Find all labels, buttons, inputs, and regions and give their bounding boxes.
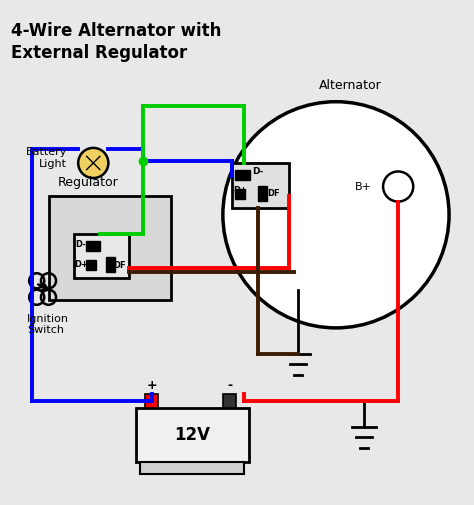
Bar [136, 408, 249, 462]
Circle shape [223, 102, 449, 328]
Bar [74, 234, 128, 278]
Bar [86, 241, 100, 251]
Bar [235, 189, 245, 199]
Bar [235, 170, 250, 180]
Text: D+: D+ [74, 260, 89, 269]
Text: DF: DF [268, 189, 280, 198]
Text: 12V: 12V [174, 426, 210, 444]
Bar [145, 394, 158, 408]
Bar [48, 196, 171, 299]
Text: Battery
Light: Battery Light [26, 147, 67, 169]
Text: +: + [147, 379, 157, 391]
Bar [258, 185, 267, 200]
Text: 4-Wire Alternator with
External Regulator: 4-Wire Alternator with External Regulato… [11, 22, 221, 62]
Bar [140, 462, 244, 474]
Bar [107, 257, 115, 272]
Circle shape [383, 172, 413, 201]
Text: B+: B+ [355, 181, 372, 191]
Bar [223, 394, 236, 408]
Text: D-: D- [252, 168, 264, 176]
Circle shape [78, 148, 109, 178]
Text: Alternator: Alternator [319, 79, 382, 92]
Text: D-: D- [75, 240, 86, 249]
Bar [86, 260, 96, 270]
Text: Ignition
Switch: Ignition Switch [27, 314, 69, 335]
Bar [232, 163, 289, 208]
Text: D+: D+ [233, 186, 247, 195]
Text: Regulator: Regulator [58, 176, 118, 189]
Text: -: - [228, 379, 232, 391]
Text: DF: DF [113, 261, 126, 270]
